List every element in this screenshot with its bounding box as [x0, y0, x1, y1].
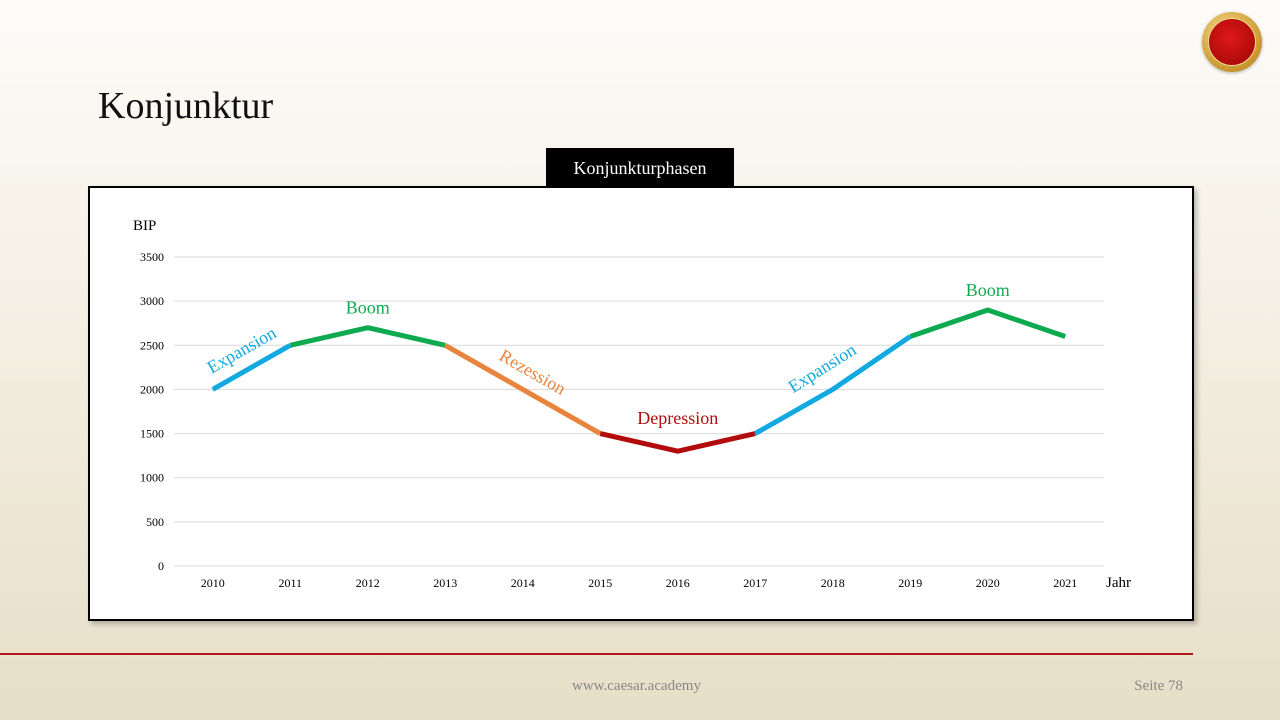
x-tick-label: 2016: [666, 576, 690, 590]
x-axis-title: Jahr: [1106, 575, 1131, 591]
x-tick-label: 2018: [821, 576, 845, 590]
y-tick-label: 3500: [140, 250, 164, 264]
x-tick-label: 2010: [201, 576, 225, 590]
x-tick-label: 2017: [743, 576, 767, 590]
page-title: Konjunktur: [98, 85, 274, 127]
laurel-seal-icon: [1202, 12, 1262, 72]
x-tick-label: 2011: [278, 576, 302, 590]
series-segment: [754, 334, 912, 436]
y-tick-label: 2000: [140, 382, 164, 396]
y-axis-title: BIP: [133, 218, 156, 234]
y-tick-label: 2500: [140, 338, 164, 352]
y-tick-label: 0: [158, 559, 164, 573]
phase-label: Expansion: [204, 322, 280, 377]
series-segment: [289, 325, 446, 348]
phase-label: Expansion: [785, 339, 860, 396]
y-tick-label: 3000: [140, 294, 164, 308]
series-segment: [909, 307, 1067, 339]
phase-label: Boom: [346, 298, 390, 318]
x-tick-label: 2014: [511, 576, 535, 590]
chart-frame: 0 500 1000 1500 2000 2500 3000 3500 2010 2011 201…: [88, 186, 1194, 621]
series-segment: [211, 343, 292, 392]
phase-label: Rezession: [496, 345, 569, 399]
x-tick-label: 2019: [898, 576, 922, 590]
x-tick-label: 2020: [976, 576, 1000, 590]
x-tick-label: 2013: [433, 576, 457, 590]
chart-title: Konjunkturphasen: [546, 148, 734, 186]
y-tick-label: 500: [146, 515, 164, 529]
y-tick-label: 1500: [140, 427, 164, 441]
page-number: Seite 78: [1134, 678, 1183, 694]
series-segment: [599, 431, 756, 454]
x-tick-label: 2021: [1053, 576, 1077, 590]
footer-rule: [0, 653, 1193, 655]
x-tick-label: 2015: [588, 576, 612, 590]
phase-label: Depression: [637, 408, 718, 428]
footer-url[interactable]: www.caesar.academy: [572, 678, 701, 694]
x-tick-label: 2012: [356, 576, 380, 590]
series-segment: [444, 343, 602, 436]
phase-label: Boom: [966, 280, 1010, 300]
line-chart: 0 500 1000 1500 2000 2500 3000 3500 2010 2011 201…: [133, 218, 1131, 591]
y-tick-label: 1000: [140, 471, 164, 485]
